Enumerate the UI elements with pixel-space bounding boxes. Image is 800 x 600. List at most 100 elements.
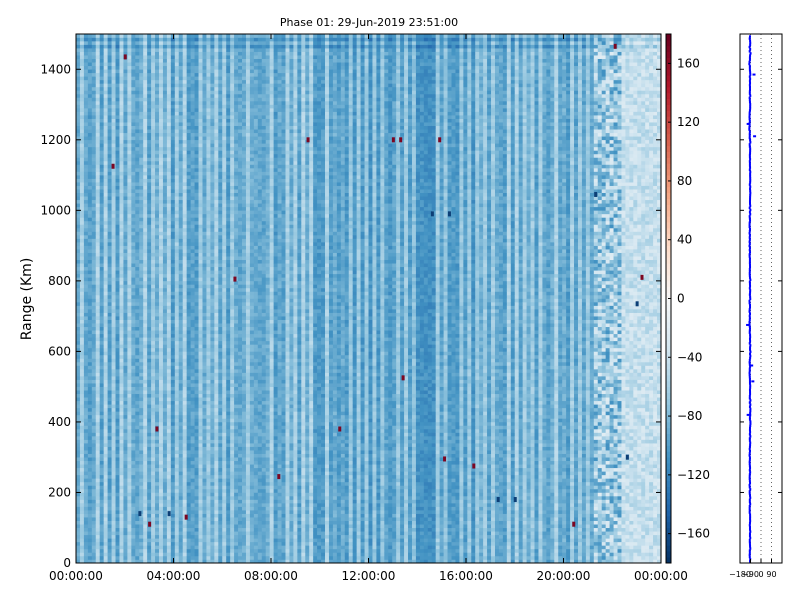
heatmap-cell — [170, 443, 176, 447]
heatmap-cell — [162, 62, 168, 67]
heatmap-cell — [115, 294, 120, 299]
heatmap-cell — [111, 531, 116, 536]
heatmap-cell — [91, 256, 97, 261]
heatmap-cell — [115, 55, 120, 59]
heatmap-cell — [155, 323, 160, 328]
heatmap-cell — [99, 79, 104, 84]
heatmap-cell — [190, 203, 195, 208]
heatmap-cell — [107, 361, 112, 366]
heatmap-cell — [91, 72, 97, 77]
heatmap-cell — [103, 93, 108, 98]
heatmap-cell — [198, 139, 203, 144]
heatmap-cell — [162, 168, 168, 172]
heatmap-cell — [139, 242, 144, 246]
heatmap-cell — [135, 400, 140, 405]
heatmap-cell — [174, 164, 180, 169]
heatmap-cell — [202, 340, 207, 345]
heatmap-cell — [115, 499, 120, 504]
heatmap-cell — [131, 481, 136, 486]
heatmap-cell — [115, 330, 120, 335]
heatmap-cell — [178, 506, 184, 511]
heatmap-cell — [91, 361, 97, 366]
heatmap-cell — [159, 471, 164, 476]
heatmap-cell — [143, 224, 148, 229]
heatmap-cell — [162, 383, 168, 387]
heatmap-cell — [131, 369, 136, 373]
heatmap-cell — [155, 326, 160, 331]
heatmap-cell — [162, 361, 168, 366]
heatmap-cell — [131, 86, 136, 91]
heatmap-cell — [115, 104, 120, 109]
heatmap-cell — [95, 312, 101, 317]
heatmap-cell — [91, 344, 97, 349]
heatmap-cell — [115, 411, 120, 416]
heatmap-cell — [107, 471, 112, 476]
heatmap-cell — [91, 457, 97, 462]
heatmap-cell — [170, 450, 176, 454]
heatmap-cell — [111, 390, 116, 395]
heatmap-cell — [162, 41, 168, 45]
heatmap-cell — [139, 231, 144, 236]
heatmap-cell — [178, 217, 184, 222]
heatmap-cell — [83, 249, 89, 253]
heatmap-cell — [83, 517, 89, 521]
heatmap-cell — [147, 249, 152, 253]
heatmap-cell — [131, 443, 136, 447]
heatmap-cell — [202, 231, 207, 236]
heatmap-cell — [87, 277, 93, 282]
heatmap-cell — [198, 160, 203, 165]
heatmap-cell — [76, 369, 81, 373]
heatmap-cell — [198, 344, 203, 349]
heatmap-cell — [111, 196, 116, 201]
heatmap-cell — [202, 443, 207, 447]
heatmap-cell — [95, 453, 101, 458]
heatmap-cell — [99, 139, 104, 144]
heatmap-cell — [115, 333, 120, 338]
heatmap-cell — [95, 344, 101, 349]
heatmap-cell — [162, 340, 168, 345]
heatmap-cell — [87, 164, 93, 169]
heatmap-cell — [166, 132, 172, 137]
heatmap-cell — [166, 432, 172, 437]
heatmap-cell — [139, 323, 144, 328]
heatmap-cell — [174, 34, 180, 38]
heatmap-cell — [206, 559, 211, 564]
heatmap-cell — [79, 545, 85, 550]
heatmap-cell — [123, 559, 128, 564]
heatmap-cell — [127, 97, 132, 102]
heatmap-cell — [99, 418, 104, 423]
heatmap-cell — [155, 436, 160, 440]
heatmap-cell — [186, 369, 191, 373]
heatmap-cell — [170, 136, 176, 141]
heatmap-cell — [79, 453, 85, 458]
heatmap-cell — [79, 467, 85, 472]
heatmap-cell — [95, 139, 101, 144]
heatmap-cell — [202, 256, 207, 261]
heatmap-cell — [155, 125, 160, 130]
heatmap-cell — [190, 280, 195, 285]
heatmap-cell — [190, 259, 195, 264]
heatmap-cell — [174, 48, 180, 52]
heatmap-cell — [135, 213, 140, 218]
heatmap-cell — [147, 390, 152, 395]
heatmap-cell — [155, 548, 160, 553]
heatmap-cell — [198, 383, 203, 387]
heatmap-cell — [178, 312, 184, 317]
heatmap-cell — [91, 559, 97, 564]
heatmap-cell — [103, 245, 108, 250]
heatmap-cell — [79, 390, 85, 395]
heatmap-cell — [111, 369, 116, 373]
heatmap-cell — [95, 287, 101, 292]
heatmap-cell — [139, 298, 144, 303]
heatmap-cell — [159, 333, 164, 338]
heatmap-cell — [95, 316, 101, 320]
heatmap-cell — [202, 69, 207, 74]
heatmap-cell — [194, 69, 199, 74]
heatmap-cell — [91, 69, 97, 74]
heatmap-cell — [79, 527, 85, 532]
heatmap-cell — [127, 76, 132, 81]
heatmap-cell — [99, 397, 104, 402]
heatmap-cell — [178, 354, 184, 359]
heatmap-cell — [155, 333, 160, 338]
heatmap-cell — [76, 266, 81, 271]
